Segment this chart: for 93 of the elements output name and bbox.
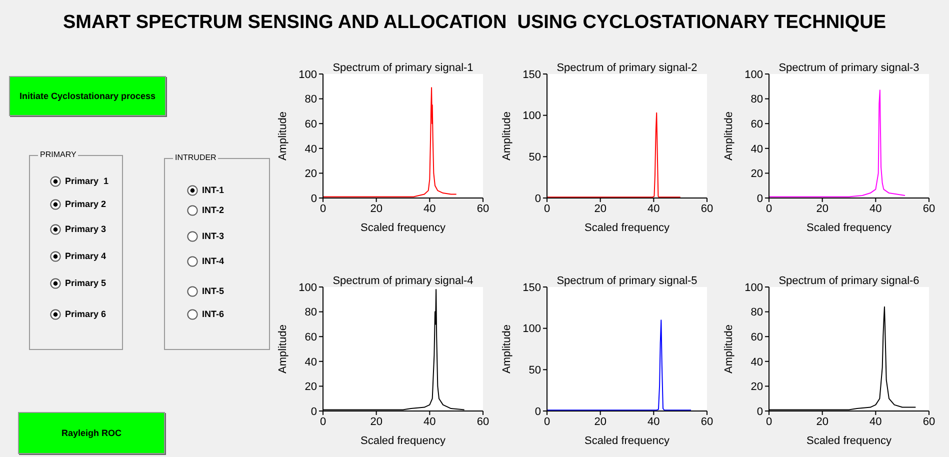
x-tick-label: 60 [476,416,490,428]
y-axis-title: Amplitude [722,112,735,160]
text: INT-5 [202,286,224,296]
line-series [547,320,692,411]
y-tick-label: 100 [744,282,763,294]
y-tick-label: 40 [304,143,317,156]
line-series [323,87,457,198]
x-tick-label: 20 [370,202,382,215]
x-axis-title: Scaled frequency [806,222,892,234]
y-axis-title: Amplitude [276,324,289,374]
chart-title: Spectrum of primary signal-3 [778,62,920,74]
y-axis-title: Amplitude [276,112,289,160]
chart-title: Spectrum of primary signal-2 [556,62,698,74]
y-tick-label: 100 [522,323,541,336]
chart-title: Spectrum of primary signal-6 [778,275,920,287]
x-tick-label: 40 [648,416,660,428]
x-tick-label: 60 [922,202,936,215]
y-axis-title: Amplitude [500,324,513,374]
y-tick-label: 20 [750,168,763,180]
line-series [547,112,681,198]
text: INT-2 [202,205,224,215]
y-tick-label: 0 [756,192,763,205]
y-tick-label: 20 [750,381,763,394]
y-tick-label: 50 [528,152,541,164]
chart-title: Spectrum of primary signal-4 [332,275,474,287]
x-tick-label: 0 [544,416,550,428]
text: SMART SPECTRUM SENSING AND ALLOCATION USING CYCLOSTATIONARY TECHNIQUE [62,12,887,34]
x-tick-label: 60 [476,202,490,215]
text: INT-6 [202,309,224,319]
y-tick-label: 100 [298,282,317,294]
x-tick-label: 0 [766,202,772,215]
x-axis-title: Scaled frequency [806,435,892,447]
y-tick-label: 0 [310,192,317,205]
y-tick-label: 60 [750,332,763,344]
y-tick-label: 20 [304,168,317,180]
x-axis-title: Scaled frequency [360,435,446,447]
y-tick-label: 60 [304,118,317,131]
y-tick-label: 40 [750,356,763,368]
y-tick-label: 40 [750,143,763,156]
y-tick-label: 20 [304,381,317,394]
x-tick-label: 20 [816,202,828,215]
text: INT-1 [202,185,224,195]
text: Rayleigh ROC [18,412,165,454]
y-tick-label: 0 [756,406,763,418]
x-tick-label: 20 [594,202,606,215]
text: Primary 2 [65,199,106,209]
y-axis-title: Amplitude [722,324,735,374]
chart-title: Spectrum of primary signal-1 [332,62,474,74]
y-tick-label: 80 [304,306,317,319]
x-tick-label: 0 [766,416,772,428]
text: INT-3 [202,231,224,241]
text: Primary 4 [65,251,106,261]
x-tick-label: 20 [816,416,828,428]
y-tick-label: 50 [528,364,541,377]
y-tick-label: 60 [750,118,763,131]
x-tick-label: 40 [424,202,436,215]
x-tick-label: 0 [320,416,326,428]
x-tick-label: 40 [870,202,882,215]
y-tick-label: 0 [534,406,541,418]
text: Primary 5 [65,278,106,288]
x-tick-label: 0 [320,202,326,215]
text: INT-4 [202,256,224,266]
x-tick-label: 40 [870,416,882,428]
y-tick-label: 80 [750,94,763,106]
x-tick-label: 20 [594,416,606,428]
x-tick-label: 0 [544,202,550,215]
y-axis-title: Amplitude [500,112,513,160]
y-tick-label: 80 [750,306,763,319]
text: Primary 6 [65,309,106,319]
line-series [769,90,906,198]
y-tick-label: 80 [304,94,317,106]
y-tick-label: 100 [298,68,317,81]
text: Initiate Cyclostationary process [9,76,166,116]
y-tick-label: 100 [744,68,763,81]
x-tick-label: 60 [700,416,714,428]
x-tick-label: 60 [922,416,936,428]
y-tick-label: 40 [304,356,317,368]
y-tick-label: 0 [534,192,541,205]
x-axis-title: Scaled frequency [584,435,670,447]
text: Primary 1 [65,176,109,186]
y-tick-label: 0 [310,406,317,418]
y-tick-label: 150 [522,68,541,81]
x-tick-label: 60 [700,202,714,215]
chart-title: Spectrum of primary signal-5 [556,275,698,287]
x-tick-label: 40 [648,202,660,215]
y-tick-label: 60 [304,332,317,344]
x-tick-label: 20 [370,416,382,428]
y-tick-label: 100 [522,110,541,122]
x-axis-title: Scaled frequency [584,222,670,234]
x-tick-label: 40 [424,416,436,428]
text: Primary 3 [65,224,106,234]
y-tick-label: 150 [522,282,541,294]
x-axis-title: Scaled frequency [360,222,446,234]
